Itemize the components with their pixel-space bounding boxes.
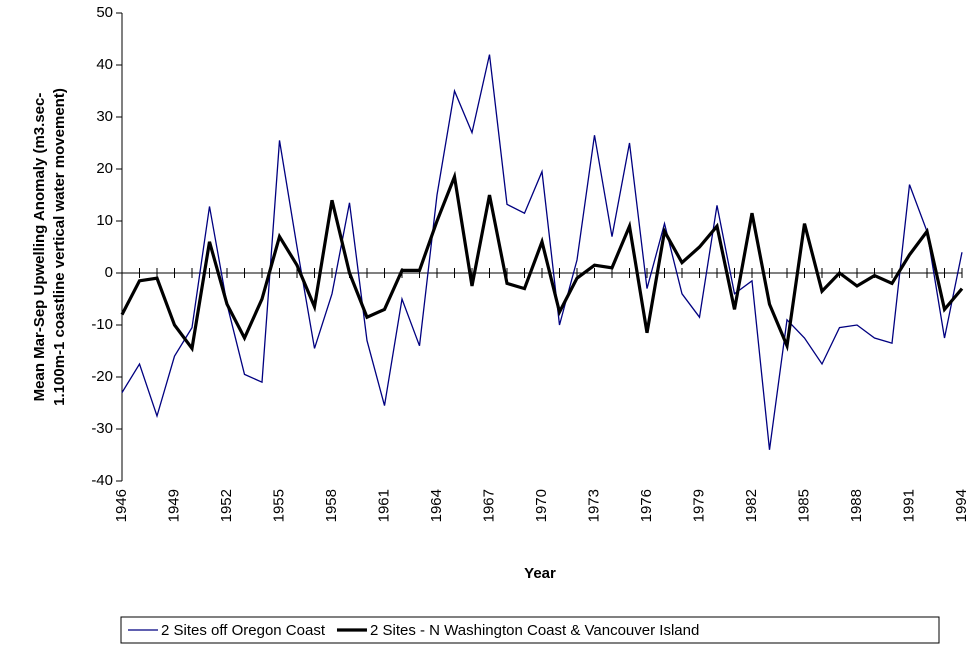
- y-tick-label: 10: [96, 212, 113, 229]
- y-tick-label: -20: [91, 368, 113, 385]
- y-tick-label: 0: [105, 264, 113, 281]
- y-axis-title: 1.100m-1 coastline vertical water moveme…: [51, 88, 68, 406]
- legend-label: 2 Sites - N Washington Coast & Vancouver…: [370, 622, 699, 639]
- y-axis-title: Mean Mar-Sep Upwelling Anomaly (m3.sec-: [31, 93, 48, 402]
- x-tick-label: 1988: [848, 489, 865, 522]
- x-axis-title: Year: [524, 565, 556, 582]
- y-tick-label: -30: [91, 420, 113, 437]
- x-tick-label: 1985: [795, 489, 812, 522]
- legend-label: 2 Sites off Oregon Coast: [161, 622, 326, 639]
- legend-box: [120, 616, 940, 644]
- series-line: [120, 170, 964, 353]
- y-tick-label: -10: [91, 316, 113, 333]
- y-tick-label: 40: [96, 56, 113, 73]
- y-tick-label: 20: [96, 160, 113, 177]
- y-tick-label: 50: [96, 4, 113, 21]
- x-tick-label: 1991: [900, 489, 917, 522]
- y-tick-label: -40: [91, 472, 113, 489]
- y-tick-label: 30: [96, 108, 113, 125]
- x-tick-label: 1976: [638, 489, 655, 522]
- x-tick-label: 1958: [323, 489, 340, 522]
- x-tick-label: 1946: [113, 489, 130, 522]
- x-tick-label: 1955: [270, 489, 287, 522]
- x-tick-label: 1979: [690, 489, 707, 522]
- x-tick-label: 1982: [743, 489, 760, 522]
- x-tick-label: 1967: [480, 489, 497, 522]
- x-tick-label: 1949: [165, 489, 182, 522]
- x-tick-label: 1952: [218, 489, 235, 522]
- x-tick-label: 1964: [428, 489, 445, 522]
- series-line: [121, 54, 963, 450]
- x-tick-label: 1973: [585, 489, 602, 522]
- x-tick-label: 1994: [953, 489, 970, 522]
- x-tick-label: 1970: [533, 489, 550, 522]
- x-tick-label: 1961: [375, 489, 392, 522]
